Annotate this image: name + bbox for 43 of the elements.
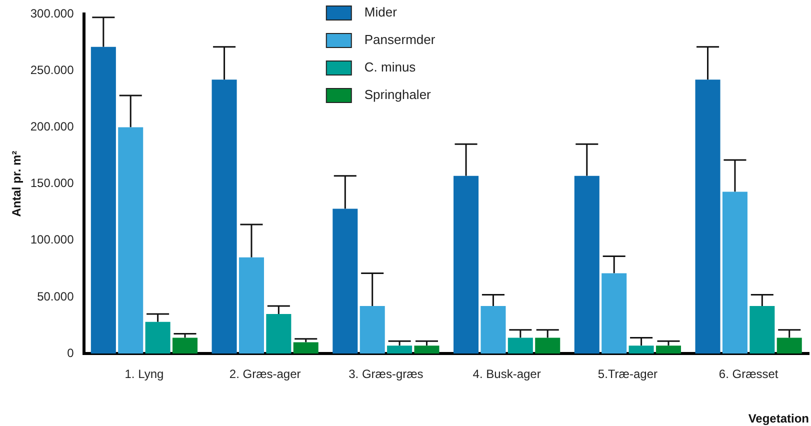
y-tick-label: 150.000 [30,176,74,190]
x-axis-title: Vegetation [748,411,809,426]
y-tick-label: 100.000 [30,232,74,247]
bar [118,127,144,354]
bar [535,338,560,354]
bar [145,322,170,354]
x-tick-label: 1. Lyng [124,367,164,382]
bar [266,314,292,354]
bar [360,306,385,354]
y-tick-label: 300.000 [30,6,74,20]
bar [293,342,318,354]
x-tick-label: 5.Træ-ager [598,367,658,382]
bar [695,80,720,354]
x-tick-label: 4. Busk-ager [472,367,541,382]
bar [656,346,681,354]
bar [776,338,802,354]
bar [414,346,440,354]
legend-label: Pansermder [364,32,436,48]
legend-label: Springhaler [364,87,432,102]
legend-label: Mider [364,4,398,20]
y-tick-label: 200.000 [30,120,74,134]
bar [508,338,533,354]
bar [628,346,654,354]
bar [387,346,412,354]
bar [602,273,627,354]
bar [454,176,479,354]
y-tick-label: 250.000 [30,62,74,77]
bar [750,306,775,354]
x-tick-label: 3. Græs-græs [348,367,424,382]
bar [90,46,116,354]
bar [172,338,198,354]
x-tick-label: 2. Græs-ager [229,367,301,382]
legend-label: C. minus [364,60,416,75]
bar [722,192,748,354]
bar [574,176,600,354]
x-tick-label: 6. Græsset [718,367,779,382]
y-tick-label: 50.000 [37,289,74,304]
y-tick-label: 0 [67,346,74,360]
bar [332,208,358,354]
bar [480,306,506,354]
y-axis-title: Antal pr. m² [10,150,24,217]
bar [238,257,264,354]
bar [212,80,237,354]
